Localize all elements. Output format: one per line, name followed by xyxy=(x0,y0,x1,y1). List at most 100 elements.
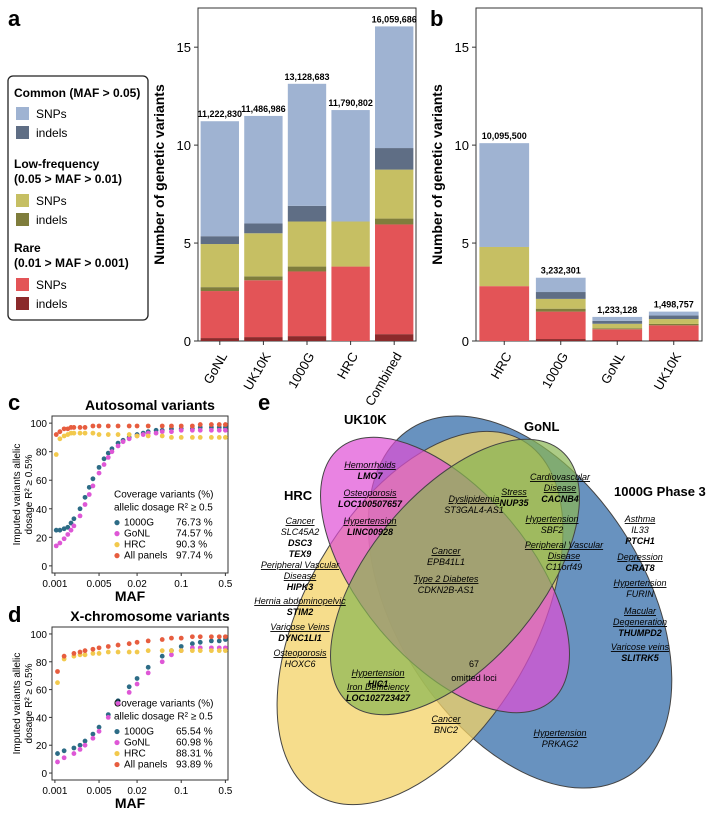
scatter-point xyxy=(96,645,102,651)
scatter-point xyxy=(53,452,59,457)
scatter-point xyxy=(189,427,195,433)
legend-series-pct: 88.31 % xyxy=(176,749,213,760)
scatter-point xyxy=(57,429,63,435)
legend-rare-header-1: Rare xyxy=(14,241,41,255)
scatter-point xyxy=(197,639,203,645)
scatter-point xyxy=(61,433,67,439)
scatter-point xyxy=(77,649,83,655)
scatter-point xyxy=(77,513,83,519)
bar-segment xyxy=(244,337,283,341)
scatter-point xyxy=(77,747,83,752)
venn-gene-label: CRAT8 xyxy=(625,563,654,573)
bar-segment xyxy=(200,291,239,339)
legend-series-pct: 65.54 % xyxy=(176,727,213,738)
venn-gene-label: SBF2 xyxy=(541,525,564,535)
venn-trait-label: Hypertension xyxy=(343,516,396,526)
y-tick-label: 40 xyxy=(36,505,48,516)
scatter-point xyxy=(90,651,96,656)
bar-segment xyxy=(592,320,643,324)
bar-segment xyxy=(287,83,327,206)
scatter-point xyxy=(96,423,102,429)
scatter-point xyxy=(197,427,203,433)
legend-title-2: allelic dosage R² ≥ 0.5 xyxy=(114,503,213,514)
scatter-point xyxy=(55,680,60,686)
venn-trait-label: Peripheral Vascular xyxy=(525,540,604,550)
scatter-point xyxy=(208,648,214,654)
venn-gene-label: C11orf49 xyxy=(546,562,582,572)
legend-marker xyxy=(114,520,120,526)
scatter-point xyxy=(57,540,63,546)
scatter-point xyxy=(96,464,102,470)
x-tick-label: 0.005 xyxy=(87,786,112,797)
legend-title-2: allelic dosage R² ≥ 0.5 xyxy=(114,712,213,723)
bar-segment xyxy=(648,340,699,341)
bar-segment xyxy=(375,224,414,335)
scatter-point xyxy=(222,435,228,440)
scatter-point xyxy=(53,527,59,533)
venn-gene-label: LOC102723427 xyxy=(346,693,411,703)
legend-series-pct: 90.3 % xyxy=(176,540,207,551)
bar-segment xyxy=(331,110,370,222)
y-tick-label: 20 xyxy=(36,533,48,544)
scatter-point xyxy=(101,462,107,467)
legend-rare-snp-swatch xyxy=(16,278,29,291)
scatter-point xyxy=(105,432,111,437)
scatter-point xyxy=(71,751,77,756)
venn-gene-label: PTCH1 xyxy=(625,536,655,546)
venn-gene-label: SLC45A2 xyxy=(281,527,320,537)
venn-trait-label-2: Disease xyxy=(284,571,317,581)
scatter-point xyxy=(71,430,77,436)
venn-set-hrc: HRC xyxy=(284,488,313,503)
scatter-point xyxy=(71,523,77,529)
chart-title: Autosomal variants xyxy=(85,397,215,413)
scatter-point xyxy=(105,649,111,655)
scatter-point xyxy=(126,432,132,437)
scatter-point xyxy=(82,425,88,430)
scatter-point xyxy=(159,433,165,439)
legend-low-header-2: (0.05 > MAF > 0.01) xyxy=(14,172,122,186)
scatter-point xyxy=(197,634,203,640)
scatter-point xyxy=(145,648,151,654)
scatter-point xyxy=(216,422,222,427)
scatter-point xyxy=(178,648,184,654)
bar-segment xyxy=(375,26,414,149)
bar-segment xyxy=(375,148,414,170)
scatter-point xyxy=(77,430,83,436)
x-tick-label: 1000G xyxy=(539,350,572,391)
y-axis-label-2: dosage R² ≥ 0.5% xyxy=(24,454,35,534)
bar-segment xyxy=(592,340,643,341)
scatter-point xyxy=(77,506,83,512)
venn-gene-label: HOXC6 xyxy=(284,659,315,669)
venn-gene-label: THUMPD2 xyxy=(618,628,662,638)
legend-low-indel-swatch xyxy=(16,213,29,226)
venn-trait-label: Cancer xyxy=(431,546,461,556)
scatter-point xyxy=(71,516,77,522)
legend-common-header: Common (MAF > 0.05) xyxy=(14,86,140,100)
legend-series-pct: 76.73 % xyxy=(176,518,213,529)
legend-series-name: All panels xyxy=(124,551,167,562)
scatter-point xyxy=(68,527,74,533)
scatter-point xyxy=(197,648,203,654)
venn-trait-label: Hypertension xyxy=(533,728,586,738)
scatter-point xyxy=(189,423,195,429)
scatter-chart-c: 0 20 40 60 80 100 0.001 0.005 0.02 0.1 0.5 MAF Autos… xyxy=(12,397,233,604)
panel-letter-e: e xyxy=(258,390,270,415)
bar-segment xyxy=(535,339,586,341)
scatter-point xyxy=(222,422,228,427)
scatter-point xyxy=(208,422,214,427)
bar-total-label: 11,222,830 xyxy=(198,109,243,119)
scatter-point xyxy=(57,527,63,533)
x-tick-label: 1000G xyxy=(285,350,318,391)
venn-gene-label: LOC100507657 xyxy=(338,499,403,509)
venn-trait-label: Dyslipidemia xyxy=(448,494,499,504)
scatter-point xyxy=(90,430,96,436)
scatter-point xyxy=(222,634,228,640)
bar-total-label: 11,790,802 xyxy=(328,98,373,108)
scatter-point xyxy=(86,484,92,490)
y-tick-label: 80 xyxy=(36,448,48,459)
scatter-point xyxy=(82,652,88,658)
legend-marker xyxy=(114,553,120,559)
y-tick-label: 0 xyxy=(462,334,469,349)
bar-segment xyxy=(200,287,239,292)
bar-segment xyxy=(648,315,699,320)
